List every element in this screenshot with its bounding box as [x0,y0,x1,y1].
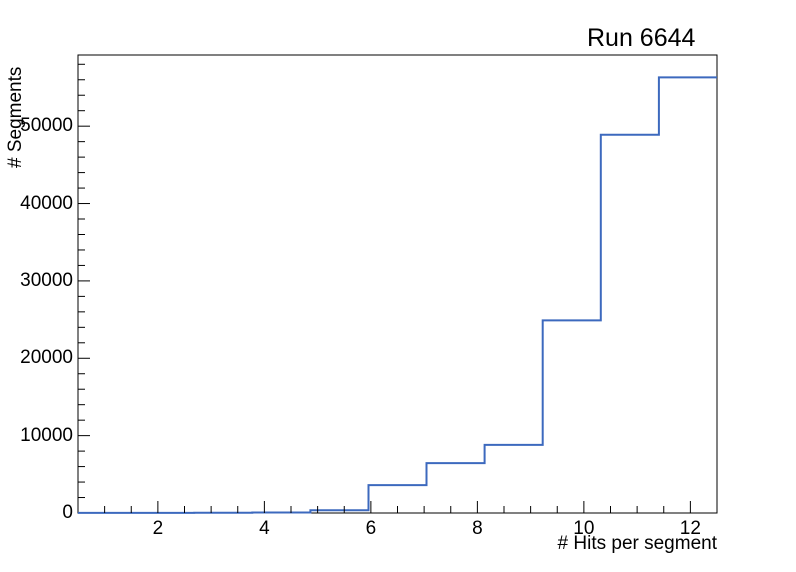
y-tick-label: 30000 [20,269,73,291]
chart-title: Run 6644 [587,24,696,52]
plot-frame [77,54,718,514]
y-tick-label: 40000 [20,192,73,214]
x-tick-label: 8 [472,518,483,539]
x-tick-label: 12 [679,518,701,539]
x-tick-label: 2 [152,518,164,539]
y-tick-label: 50000 [20,115,73,137]
x-tick-label: 10 [573,518,595,539]
y-tick-label: 0 [62,502,73,523]
x-tick-label: 4 [259,518,270,539]
histogram-step-line [78,76,717,514]
x-axis-title: # Hits per segment [557,533,717,554]
y-tick-label: 10000 [20,424,73,446]
y-tick-label: 20000 [20,347,73,369]
x-tick-label: 6 [365,518,377,539]
